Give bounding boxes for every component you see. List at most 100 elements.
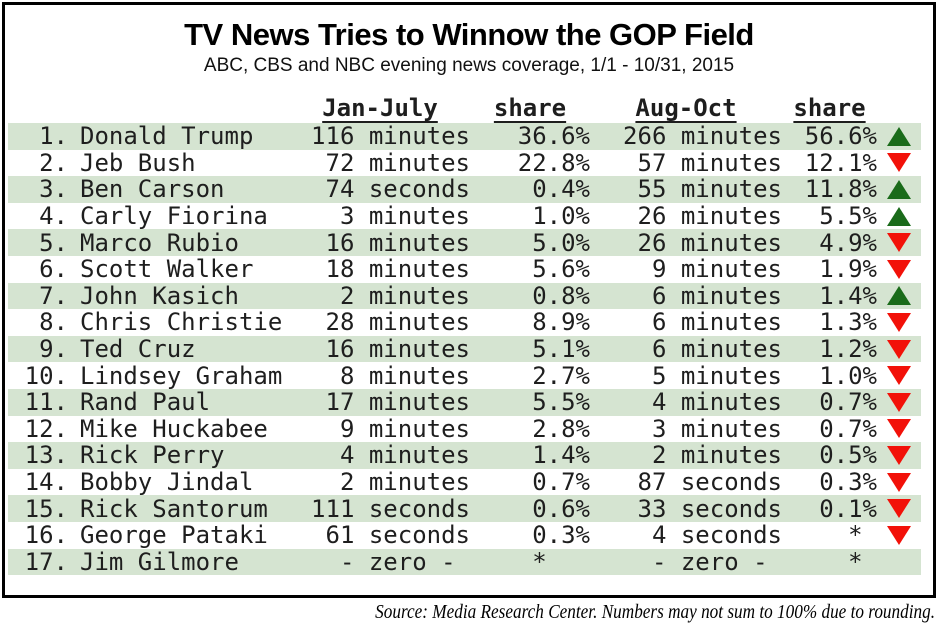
up-arrow-icon	[887, 126, 911, 146]
candidate-name: John Kasich	[80, 281, 239, 310]
down-arrow-icon	[887, 472, 911, 492]
down-arrow-icon	[887, 339, 911, 359]
aug-oct-share: 0.5%	[819, 441, 877, 470]
trend-cell	[877, 472, 921, 492]
table-row: 4. Carly Fiorina 3 minutes 1.0% 26 minutes 5.…	[8, 203, 921, 230]
aug-oct-minutes: - zero -	[651, 547, 782, 576]
down-arrow-icon	[887, 259, 911, 279]
jan-july-share: 5.1%	[532, 335, 590, 364]
jan-july-share: 1.0%	[532, 202, 590, 231]
jan-july-minutes: 28 minutes	[325, 308, 471, 337]
down-arrow-icon	[887, 366, 911, 386]
candidate-name: Ted Cruz	[80, 335, 196, 364]
table-rows: 1. Donald Trump 116 minutes 36.6% 266 minute…	[8, 123, 933, 576]
aug-oct-share: 1.0%	[819, 361, 877, 390]
candidate-name: Lindsey Graham	[80, 361, 283, 390]
candidate-name: Jeb Bush	[80, 148, 196, 177]
table-row: 8. Chris Christie 28 minutes 8.9% 6 minutes 1…	[8, 309, 921, 336]
trend-cell	[877, 286, 921, 306]
jan-july-minutes: 61 seconds	[325, 521, 471, 550]
candidate-name: Mike Huckabee	[80, 414, 268, 443]
trend-cell	[877, 312, 921, 332]
header-aug-oct: Aug-Oct	[635, 94, 737, 122]
jan-july-minutes: 16 minutes	[325, 335, 471, 364]
trend-cell	[877, 206, 921, 226]
jan-july-share: 8.9%	[532, 308, 590, 337]
up-arrow-icon	[887, 179, 911, 199]
trend-cell	[877, 259, 921, 279]
jan-july-share: 0.7%	[532, 468, 590, 497]
down-arrow-icon	[887, 419, 911, 439]
jan-july-share: 0.6%	[532, 494, 590, 523]
jan-july-minutes: 2 minutes	[339, 468, 470, 497]
jan-july-share: 0.4%	[532, 175, 590, 204]
aug-oct-share: 1.4%	[819, 281, 877, 310]
jan-july-share: 36.6%	[517, 122, 590, 151]
rank-cell: 8.	[39, 308, 68, 337]
rank-cell: 6.	[39, 255, 68, 284]
jan-july-share: 1.4%	[532, 441, 590, 470]
candidate-name: Scott Walker	[80, 255, 254, 284]
aug-oct-minutes: 87 seconds	[637, 468, 783, 497]
rank-cell: 15.	[24, 494, 68, 523]
aug-oct-minutes: 6 minutes	[651, 281, 782, 310]
jan-july-minutes: 8 minutes	[339, 361, 470, 390]
aug-oct-minutes: 4 seconds	[651, 521, 782, 550]
table-row: 13. Rick Perry 4 minutes 1.4% 2 minutes 0.5%	[8, 442, 921, 469]
down-arrow-icon	[887, 312, 911, 332]
aug-oct-minutes: 26 minutes	[637, 202, 783, 231]
aug-oct-minutes: 5 minutes	[651, 361, 782, 390]
jan-july-minutes: 2 minutes	[339, 281, 470, 310]
header-share-2: share	[793, 94, 866, 122]
source-note: Source: Media Research Center. Numbers m…	[375, 601, 935, 623]
jan-july-share: 22.8%	[517, 148, 590, 177]
trend-cell	[877, 499, 921, 519]
trend-cell	[877, 392, 921, 412]
jan-july-minutes: 72 minutes	[325, 148, 471, 177]
table-row: 16. George Pataki 61 seconds 0.3% 4 seconds *	[8, 522, 921, 549]
aug-oct-share: 0.7%	[819, 414, 877, 443]
trend-cell	[877, 525, 921, 545]
aug-oct-share: 4.9%	[819, 228, 877, 257]
rank-cell: 1.	[39, 122, 68, 151]
jan-july-minutes: 4 minutes	[339, 441, 470, 470]
aug-oct-share: 12.1%	[804, 148, 877, 177]
header-share-1: share	[493, 94, 567, 122]
up-arrow-icon	[887, 206, 911, 226]
down-arrow-icon	[887, 233, 911, 253]
trend-cell	[877, 339, 921, 359]
aug-oct-minutes: 9 minutes	[651, 255, 782, 284]
jan-july-share: *	[532, 547, 590, 576]
aug-oct-minutes: 3 minutes	[651, 414, 782, 443]
aug-oct-share: 11.8%	[804, 175, 877, 204]
aug-oct-share: 0.7%	[819, 388, 877, 417]
down-arrow-icon	[887, 499, 911, 519]
jan-july-minutes: 17 minutes	[325, 388, 471, 417]
aug-oct-share: 0.3%	[819, 468, 877, 497]
rank-cell: 13.	[24, 441, 68, 470]
jan-july-share: 0.3%	[532, 521, 590, 550]
jan-july-share: 5.0%	[532, 228, 590, 257]
trend-cell	[877, 126, 921, 146]
table-row: 1. Donald Trump 116 minutes 36.6% 266 minute…	[8, 123, 921, 150]
trend-cell	[877, 445, 921, 465]
rank-cell: 17.	[24, 547, 68, 576]
candidate-name: Chris Christie	[80, 308, 283, 337]
down-arrow-icon	[887, 445, 911, 465]
down-arrow-icon	[887, 392, 911, 412]
aug-oct-minutes: 26 minutes	[637, 228, 783, 257]
rank-cell: 12.	[24, 414, 68, 443]
table-row: 9. Ted Cruz 16 minutes 5.1% 6 minutes 1.2%	[8, 335, 921, 364]
trend-cell	[877, 366, 921, 386]
up-arrow-icon	[887, 286, 911, 306]
table-row: 15. Rick Santorum 111 seconds 0.6% 33 second…	[8, 495, 921, 522]
rank-cell: 5.	[39, 228, 68, 257]
jan-july-minutes: 111 seconds	[311, 494, 470, 523]
aug-oct-share: 56.6%	[804, 122, 877, 151]
jan-july-minutes: 9 minutes	[339, 414, 470, 443]
rank-cell: 7.	[39, 281, 68, 310]
aug-oct-share: 1.2%	[819, 335, 877, 364]
jan-july-share: 2.8%	[532, 414, 590, 443]
rank-cell: 9.	[39, 335, 68, 364]
aug-oct-share: 5.5%	[819, 202, 877, 231]
